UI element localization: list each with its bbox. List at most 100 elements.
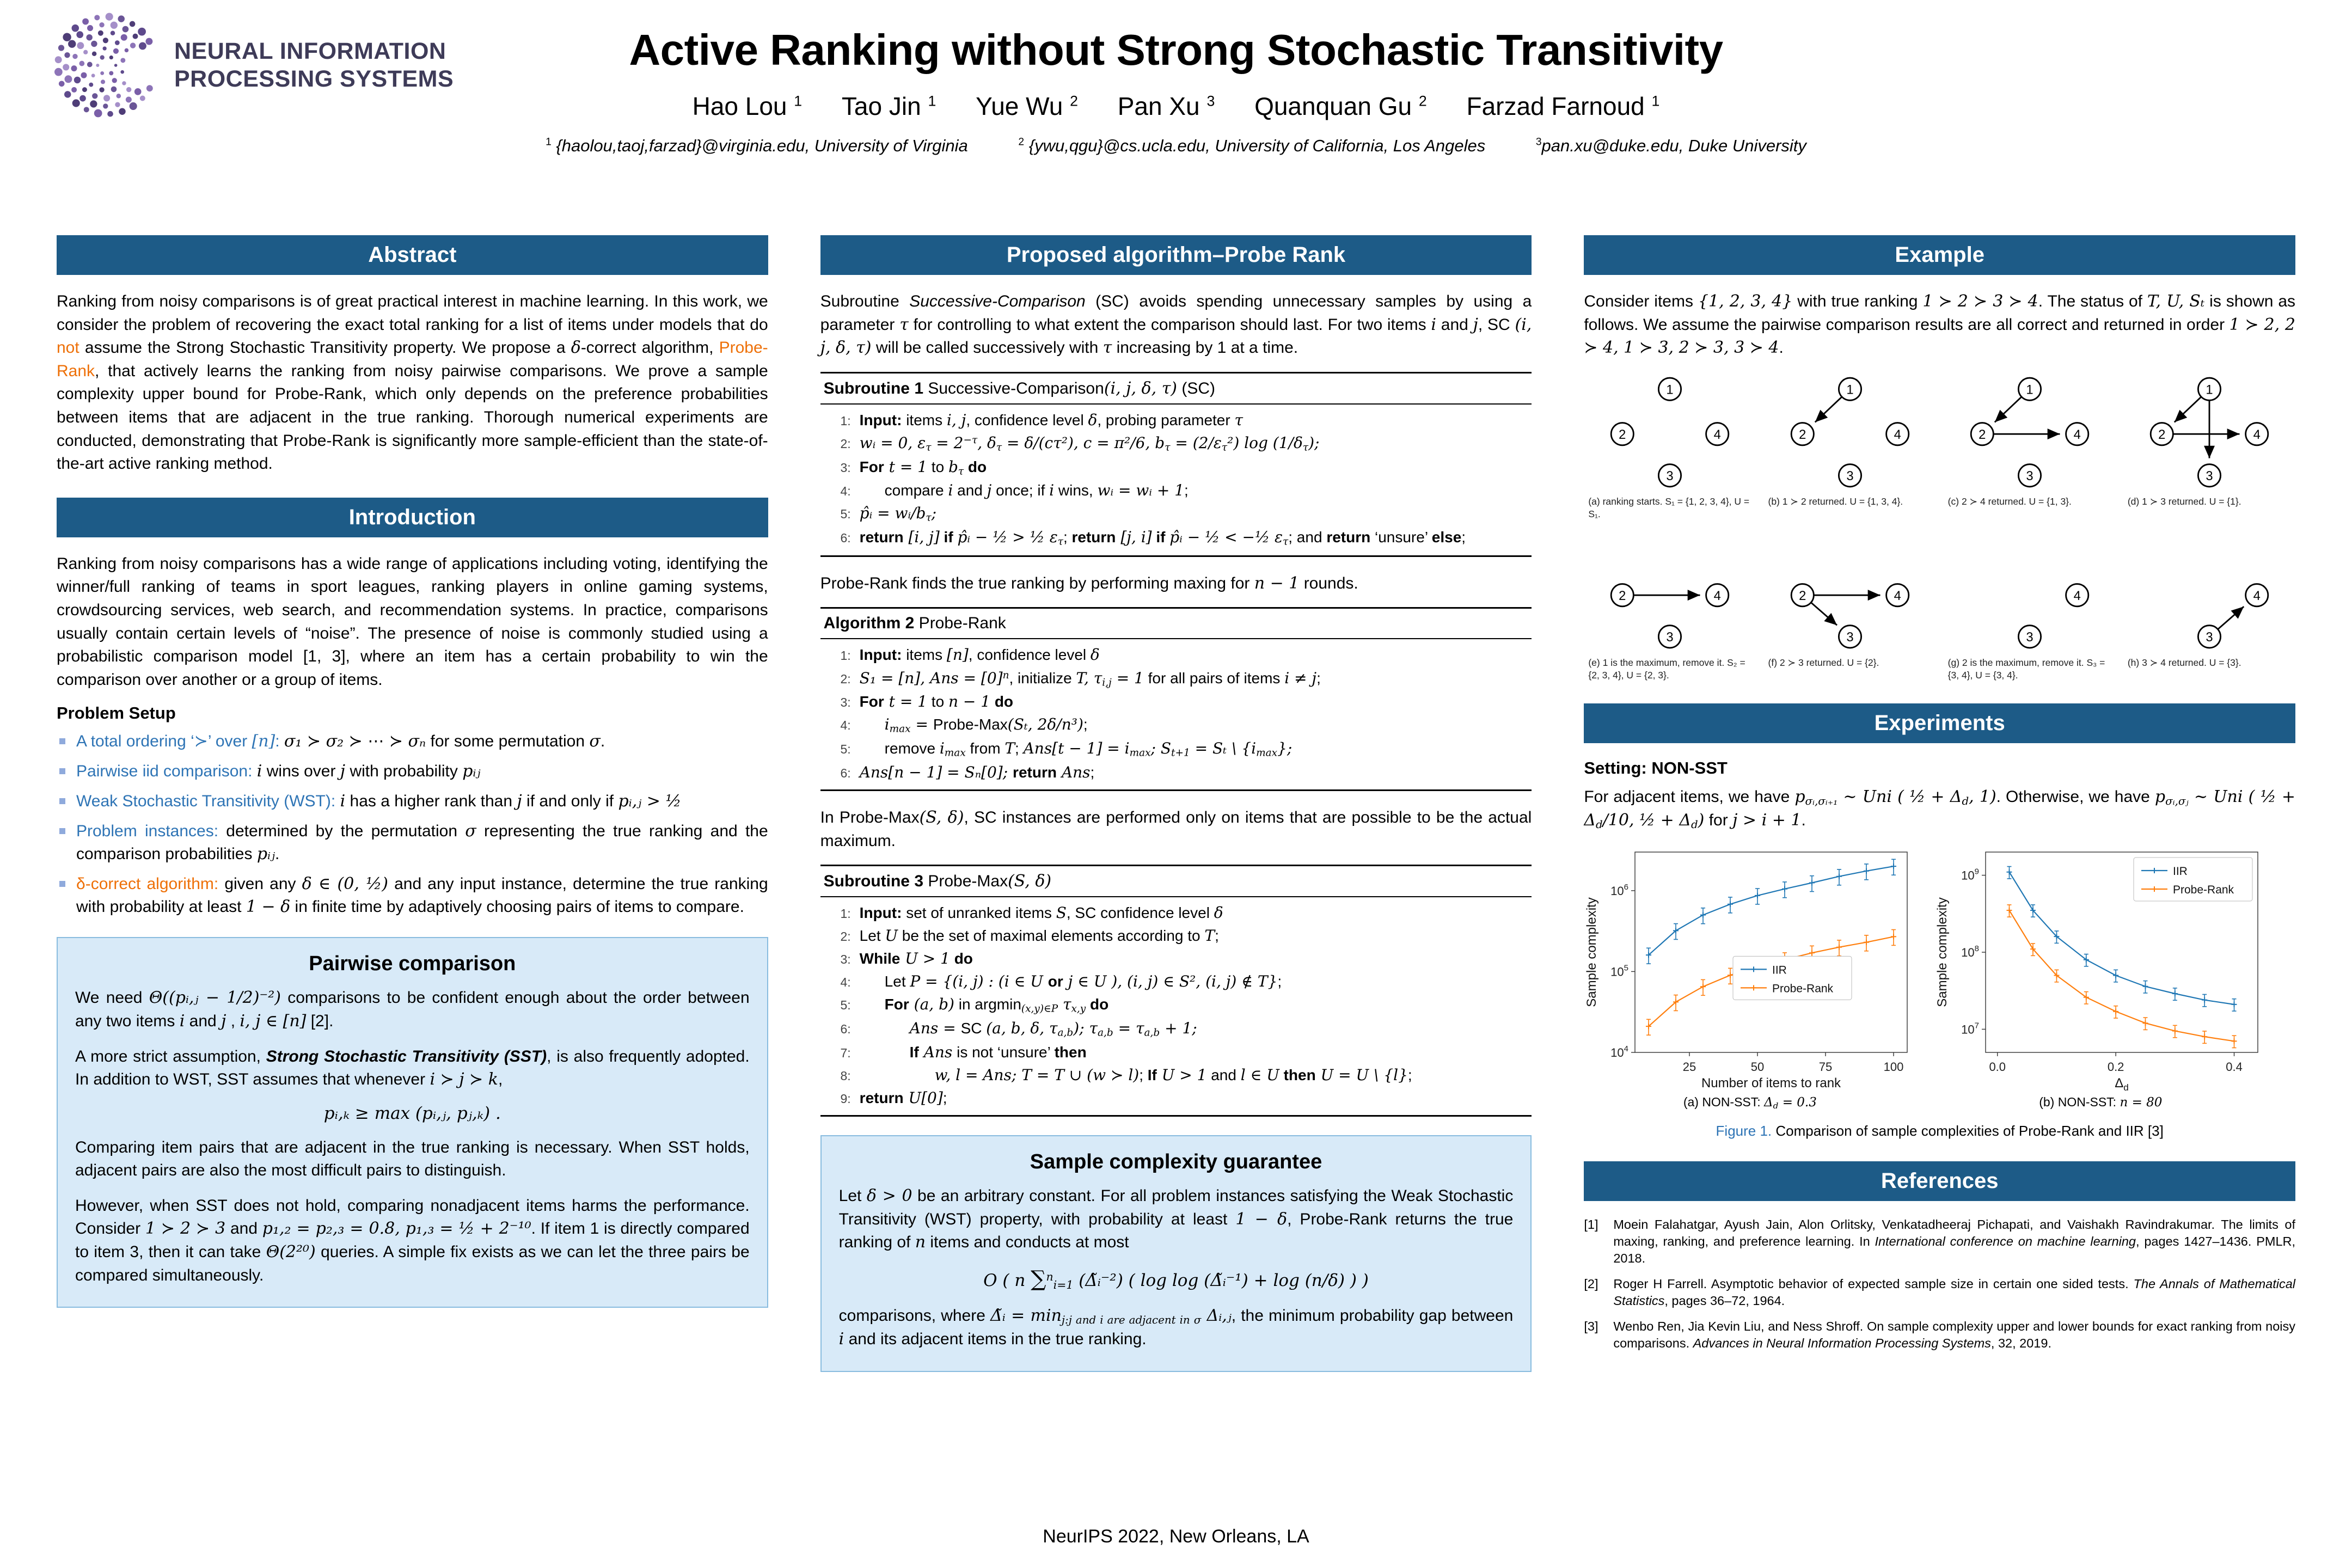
pairwise-comparison-box: Pairwise comparison We need Θ((pᵢ,ⱼ − 1/…: [57, 937, 768, 1308]
diagram-caption: (d) 1 ≻ 3 returned. U = {1}.: [2127, 495, 2241, 507]
reference-text: Moein Falahatgar, Ayush Jain, Alon Orlit…: [1613, 1217, 2296, 1265]
algo-line: 5: p̂ᵢ = wᵢ/bτ;: [820, 502, 1532, 526]
line-number: 6:: [840, 1022, 851, 1037]
author: Quanquan Gu 2: [1254, 92, 1427, 120]
experiment-charts: 25 50 75 100 104 105 106 Number of items to ran…: [1584, 844, 2295, 1111]
svg-text:108: 108: [1962, 944, 1980, 959]
section-header-proposed-algorithm: Proposed algorithm–Probe Rank: [820, 235, 1532, 275]
author: Hao Lou 1: [693, 92, 803, 120]
svg-text:50: 50: [1751, 1060, 1764, 1074]
svg-text:4: 4: [2253, 427, 2261, 442]
line-number: 9:: [840, 1092, 851, 1106]
algo-line: 7: If Ans is not ‘unsure’ then: [820, 1041, 1532, 1064]
algo-line: 3: While U > 1 do: [820, 947, 1532, 970]
ranking-diagram: 34: [2017, 583, 2090, 649]
author: Farzad Farnoud 1: [1466, 92, 1659, 120]
svg-text:Probe-Rank: Probe-Rank: [1772, 982, 1834, 995]
subroutine-1-box: Subroutine 1 Successive-Comparison(i, j,…: [820, 371, 1532, 557]
line-number: 4:: [840, 975, 851, 990]
footer-text: NeurIPS 2022, New Orleans, LA: [1043, 1526, 1309, 1547]
line-number: 2:: [840, 436, 851, 451]
subroutine-3-title: Subroutine 3 Probe-Max(S, δ): [820, 866, 1532, 898]
paragraph: In Probe-Max(S, δ), SC instances are per…: [820, 807, 1532, 850]
author-affiliation-ref: 1: [1651, 93, 1660, 109]
ranking-diagram: 1 2 3 4: [1790, 377, 1909, 488]
diagram-caption: (g) 2 is the maximum, remove it. S₃ = {3…: [1947, 657, 2105, 681]
algo-line: 2: Let U be the set of maximal elements a…: [820, 924, 1532, 947]
diagram-caption: (h) 3 ≻ 4 returned. U = {3}.: [2127, 657, 2241, 669]
line-number: 3:: [840, 952, 851, 967]
line-number: 3:: [840, 695, 851, 710]
svg-text:IIR: IIR: [1772, 964, 1787, 976]
svg-text:75: 75: [1819, 1060, 1832, 1074]
svg-text:1: 1: [1846, 382, 1853, 397]
poster-footer: NeurIPS 2022, New Orleans, LA: [0, 1526, 2352, 1547]
algo-line: 1: Input: items [n], confidence level δ: [820, 644, 1532, 666]
algo-line: 1: Input: set of unranked items S, SC con…: [820, 902, 1532, 924]
subroutine-3-body: 1: Input: set of unranked items S, SC con…: [820, 897, 1532, 1115]
ranking-diagram: 2 3 4: [1610, 583, 1730, 649]
ranking-diagram: 1 2 3 4: [1970, 377, 2090, 488]
svg-text:2: 2: [1619, 589, 1626, 603]
reference-label: [1]: [1584, 1217, 1598, 1232]
neurips-logo: NEURAL INFORMATION PROCESSING SYSTEMS: [50, 9, 454, 122]
chart-figure-b: 0.0 0.2 0.4 107 108 109 Δd Sample complexity IIR…: [1934, 844, 2267, 1111]
algo-line: 4: compare i and j once; if i wins, wᵢ = …: [820, 479, 1532, 502]
svg-text:3: 3: [2026, 630, 2033, 645]
logo-line-2: PROCESSING SYSTEMS: [174, 66, 454, 92]
algo-line: 9: return U[0];: [820, 1087, 1532, 1110]
svg-text:4: 4: [1714, 427, 1721, 442]
line-number: 1:: [840, 906, 851, 921]
experiment-setting-label: Setting: NON-SST: [1584, 758, 1728, 777]
example-diagram: 3 4 (h) 3 ≻ 4 returned. U = {3}.: [2123, 533, 2295, 682]
poster-title: Active Ranking without Strong Stochastic…: [629, 26, 1723, 74]
reference-item: [3] Wenbo Ren, Jia Kevin Liu, and Ness Sh…: [1584, 1318, 2295, 1352]
author-name: Tao Jin: [841, 92, 921, 120]
introduction-text: Ranking from noisy comparisons has a wid…: [57, 554, 768, 689]
line-number: 1:: [840, 648, 851, 663]
svg-text:Probe-Rank: Probe-Rank: [2173, 884, 2234, 896]
example-diagram: 2 3 4 (e) 1 is the maximum, remove it. S₂ =…: [1584, 533, 1756, 682]
line-number: 2:: [840, 929, 851, 944]
example-intro-text: Consider items {1, 2, 3, 4} with true ra…: [1584, 292, 2296, 358]
svg-text:3: 3: [1667, 630, 1674, 645]
line-number: 2:: [840, 671, 851, 686]
sample-complexity-chart-b: 0.0 0.2 0.4 107 108 109 Δd Sample complexity IIR…: [1935, 852, 2259, 1093]
reference-text: Roger H Farrell. Asymptotic behavior of …: [1613, 1276, 2295, 1308]
reference-item: [2] Roger H Farrell. Asymptotic behavior …: [1584, 1276, 2295, 1309]
ranking-diagram: 2 3 4: [1790, 583, 1909, 649]
svg-text:2: 2: [2158, 427, 2165, 442]
svg-text:0.2: 0.2: [2108, 1060, 2124, 1074]
sample-complexity-chart-a: 25 50 75 100 104 105 106 Number of items to ran…: [1584, 852, 1908, 1091]
paragraph: However, when SST does not hold, compari…: [75, 1196, 750, 1284]
diagram-caption: (f) 2 ≻ 3 returned. U = {2}.: [1768, 657, 1879, 669]
svg-text:1: 1: [2026, 382, 2033, 397]
ranking-diagram: 34: [2197, 583, 2269, 649]
references-list: [1] Moein Falahatgar, Ayush Jain, Alon Or…: [1584, 1216, 2295, 1352]
author-affiliation-ref: 1: [794, 93, 803, 109]
algo-line: 5: remove imax from T; Ans[t − 1] = imax;…: [820, 737, 1532, 761]
author-name: Farzad Farnoud: [1466, 92, 1645, 120]
author-affiliation-ref: 3: [1206, 93, 1215, 109]
author: Pan Xu 3: [1118, 92, 1215, 120]
logo-line-1: NEURAL INFORMATION: [174, 38, 446, 65]
authors-line: Hao Lou 1 Tao Jin 1 Yue Wu 2 Pan Xu 3 Qu…: [0, 91, 2352, 121]
author-name: Pan Xu: [1117, 92, 1200, 120]
reference-item: [1] Moein Falahatgar, Ayush Jain, Alon Or…: [1584, 1216, 2295, 1267]
paragraph: Comparing item pairs that are adjacent i…: [75, 1138, 750, 1180]
algo-line: 4: imax = Probe-Max(Sₜ, 2δ/n³);: [820, 713, 1532, 737]
affiliation-text: pan.xu@duke.edu, Duke University: [1541, 136, 1806, 155]
section-header-references: References: [1584, 1161, 2296, 1201]
example-diagram: 1 2 3 4 (d) 1 ≻ 3 returned. U = {1}.: [2123, 372, 2295, 520]
problem-setup-list: A total ordering ‘≻’ over [n]: σ₁ ≻ σ₂ ≻…: [57, 730, 768, 918]
example-diagram: 2 3 4 (f) 2 ≻ 3 returned. U = {2}.: [1764, 533, 1936, 682]
svg-text:2: 2: [1799, 589, 1806, 603]
diagram-caption: (c) 2 ≻ 4 returned. U = {1, 3}.: [1947, 495, 2072, 507]
svg-text:100: 100: [1884, 1060, 1904, 1074]
svg-text:Sample complexity: Sample complexity: [1584, 897, 1599, 1007]
neurips-logo-text: NEURAL INFORMATION PROCESSING SYSTEMS: [174, 38, 454, 93]
line-number: 6:: [840, 765, 851, 780]
algo-line: 2: S₁ = [n], Ans = [0]n, initialize T, τi…: [820, 667, 1532, 691]
svg-text:4: 4: [2073, 427, 2080, 442]
ranking-diagram: 1 2 3 4: [2149, 377, 2269, 488]
